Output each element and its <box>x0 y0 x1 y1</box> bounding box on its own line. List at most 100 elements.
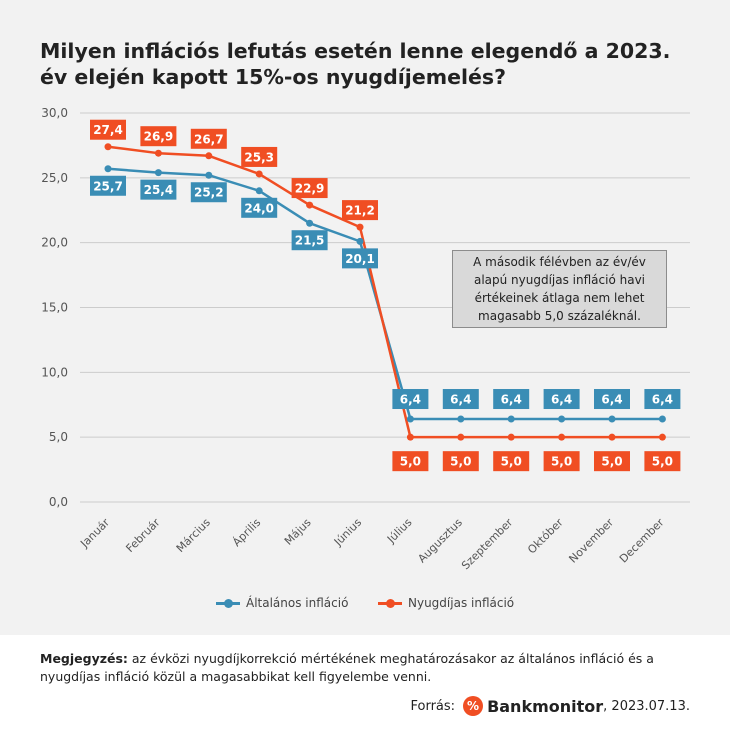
percent-icon: % <box>463 696 484 716</box>
data-point <box>406 415 414 423</box>
data-point <box>558 433 566 441</box>
legend-item-pension: Nyugdíjas infláció <box>378 596 514 610</box>
data-label-box <box>190 182 227 203</box>
data-label: 25,7 <box>93 179 123 193</box>
data-label: 6,4 <box>652 393 673 407</box>
chart-title: Milyen inflációs lefutás esetén lenne el… <box>40 39 671 89</box>
x-tick-label: Szeptember <box>459 516 516 573</box>
data-label: 6,4 <box>450 393 471 407</box>
data-label: 25,2 <box>194 186 224 200</box>
data-label-box <box>594 451 630 472</box>
data-label: 5,0 <box>551 455 572 469</box>
data-point <box>255 170 263 178</box>
data-label-box <box>90 119 126 140</box>
data-point <box>306 219 314 227</box>
data-point <box>205 171 213 179</box>
data-label: 27,4 <box>93 123 123 137</box>
source-date: , 2023.07.13. <box>603 698 690 714</box>
data-label-box <box>241 146 278 167</box>
data-label-box <box>291 178 328 199</box>
data-label-box <box>644 451 681 472</box>
data-label-box <box>493 389 530 410</box>
x-tick-label: Január <box>77 516 112 551</box>
data-label-box <box>342 200 378 221</box>
data-label-box <box>442 389 479 410</box>
data-point <box>154 149 162 157</box>
data-label-box <box>543 451 580 472</box>
y-tick-label: 10,0 <box>41 365 68 379</box>
data-label: 21,2 <box>345 204 375 218</box>
data-point <box>507 415 515 423</box>
legend: Általános infláció Nyugdíjas infláció <box>0 596 730 614</box>
source: Forrás: % Bankmonitor , 2023.07.13. <box>410 696 690 716</box>
legend-marker-general <box>216 598 240 608</box>
x-tick-label: December <box>617 516 667 566</box>
legend-label-pension: Nyugdíjas infláció <box>408 596 515 610</box>
series-line-pension <box>107 145 663 439</box>
data-label: 6,4 <box>501 393 522 407</box>
data-point <box>608 433 616 441</box>
line-chart: 0,0 5,0 10,0 15,0 20,0 25,0 30,0 Január Február M… <box>41 106 690 573</box>
data-label: 25,4 <box>144 183 174 197</box>
data-point <box>356 223 364 231</box>
y-tick-label: 15,0 <box>41 301 68 315</box>
footnote: Megjegyzés: az évközi nyugdíjkorrekció m… <box>40 650 700 686</box>
x-tick-label: Február <box>123 516 162 555</box>
data-point <box>104 165 112 173</box>
data-point <box>306 201 314 209</box>
data-label: 5,0 <box>400 455 421 469</box>
data-label-box <box>493 451 530 472</box>
data-point <box>104 143 112 151</box>
y-tick-label: 25,0 <box>41 171 68 185</box>
data-label: 5,0 <box>601 455 622 469</box>
legend-item-general: Általános infláció <box>216 596 348 610</box>
source-label: Forrás: <box>410 698 456 714</box>
data-label-box <box>392 389 429 410</box>
x-tick-label: November <box>566 516 616 566</box>
y-tick-label: 5,0 <box>49 430 68 444</box>
data-label-box <box>342 248 378 269</box>
y-tick-label: 30,0 <box>41 106 68 120</box>
data-label-box <box>140 126 177 147</box>
data-point <box>205 152 213 160</box>
data-label-box <box>241 197 278 218</box>
data-point <box>558 415 566 423</box>
data-label-box <box>442 451 479 472</box>
source-logo-text: Bankmonitor <box>487 696 604 716</box>
data-point <box>255 187 263 195</box>
x-tick-label: Október <box>525 516 566 557</box>
data-label-box <box>190 128 227 149</box>
data-label: 25,3 <box>244 150 274 164</box>
data-point <box>154 169 162 177</box>
data-label: 21,5 <box>295 234 325 248</box>
data-label: 26,7 <box>194 132 224 146</box>
data-label-box <box>140 179 177 200</box>
data-label-box <box>90 175 126 196</box>
callout-box: A második félévben az év/év alapú nyugdí… <box>452 250 667 328</box>
data-label: 5,0 <box>501 455 522 469</box>
data-label-box <box>594 389 630 410</box>
data-label: 6,4 <box>551 393 572 407</box>
data-label: 26,9 <box>144 130 174 144</box>
data-point <box>457 433 465 441</box>
footnote-label: Megjegyzés: <box>40 651 128 666</box>
data-label: 24,0 <box>244 201 274 215</box>
data-label-box <box>644 389 681 410</box>
data-label: 20,1 <box>345 252 375 266</box>
legend-label-general: Általános infláció <box>246 596 349 610</box>
x-tick-label: Július <box>384 516 415 547</box>
data-point <box>457 415 465 423</box>
data-label-box <box>392 451 429 472</box>
x-tick-label: Március <box>174 516 213 555</box>
x-tick-label: Április <box>230 516 263 549</box>
data-label: 5,0 <box>652 455 673 469</box>
footnote-text: az évközi nyugdíjkorrekció mértékének me… <box>40 651 654 684</box>
data-point <box>507 433 515 441</box>
x-tick-label: Augusztus <box>415 516 465 566</box>
data-label-box <box>543 389 580 410</box>
x-tick-label: Május <box>282 516 314 548</box>
data-label: 22,9 <box>295 182 325 196</box>
y-tick-label: 0,0 <box>49 495 68 509</box>
data-point <box>356 237 364 245</box>
x-tick-label: Június <box>331 516 364 549</box>
